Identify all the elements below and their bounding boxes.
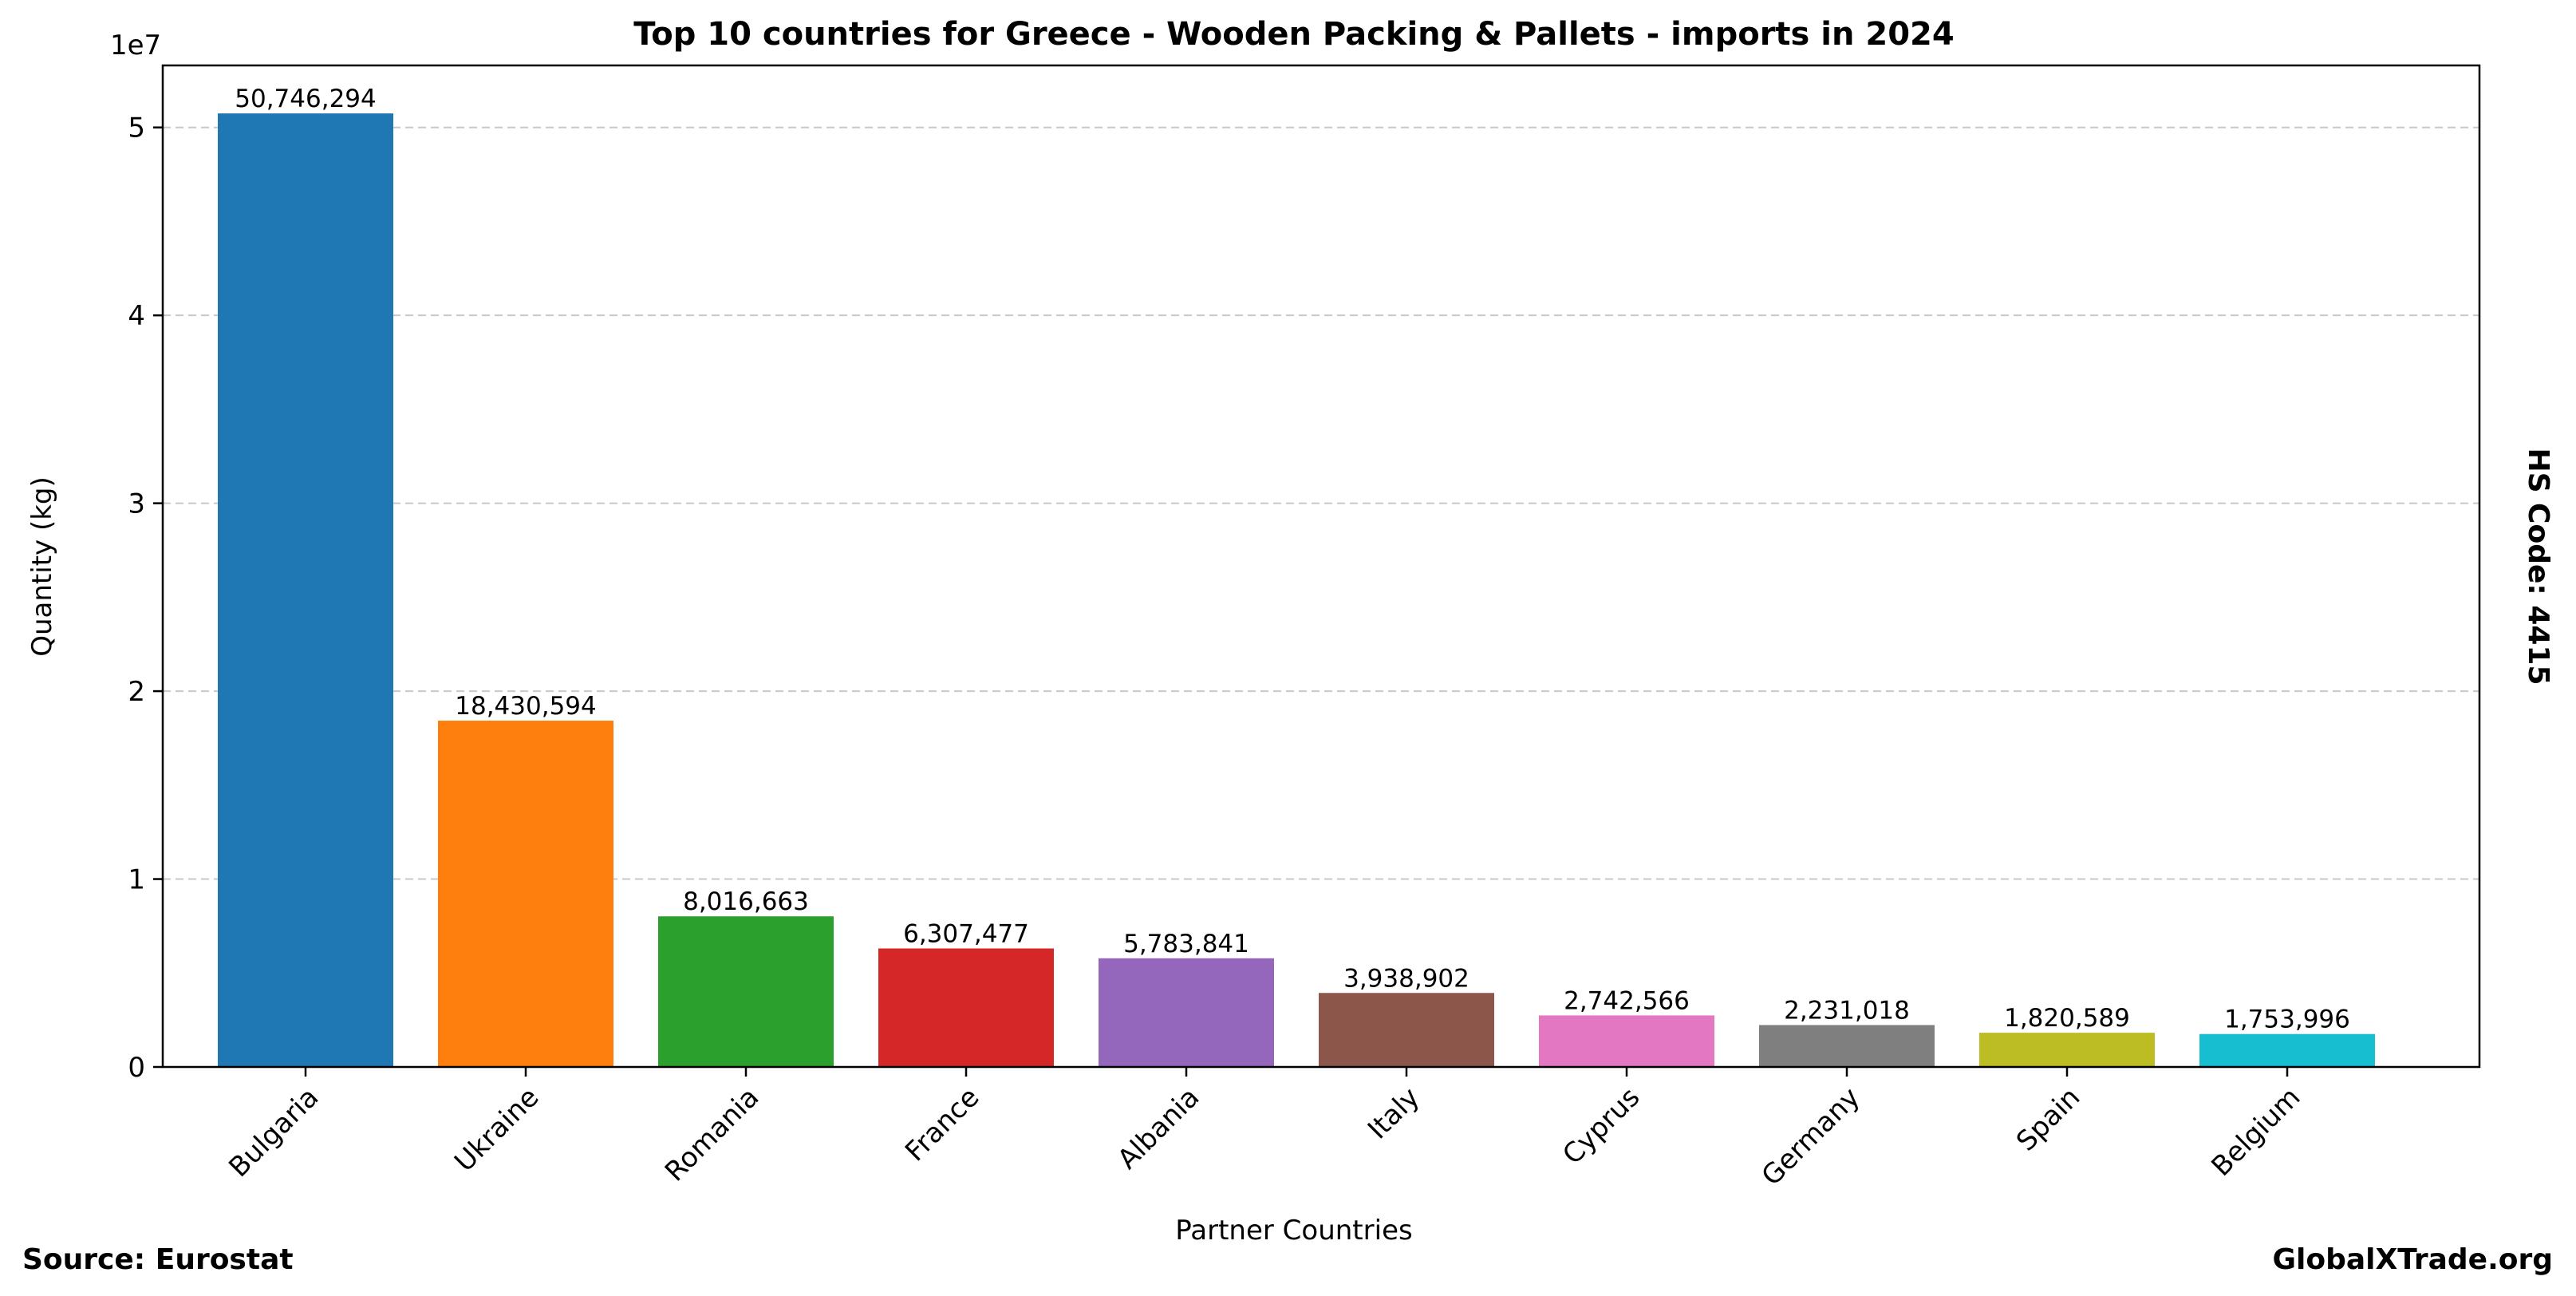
data-label: 50,746,294 [235, 85, 377, 113]
data-label: 1,820,589 [2004, 1004, 2130, 1033]
bars [218, 113, 2375, 1067]
bar [658, 916, 834, 1067]
x-axis-ticks: Bulgaria Ukraine Romania France Albania Italy… [223, 1067, 2306, 1192]
y-tick-label: 0 [128, 1052, 145, 1084]
data-label: 2,742,566 [1564, 986, 1690, 1015]
y-axis-label: Quantity (kg) [26, 476, 58, 657]
x-tick-label: Albania [1111, 1081, 1205, 1175]
y-offset-label: 1e7 [110, 30, 161, 61]
x-tick-label: France [899, 1081, 985, 1168]
bar [1319, 993, 1494, 1067]
y-tick-label: 3 [128, 488, 145, 520]
x-tick-label: Germany [1756, 1081, 1867, 1192]
source-note: Source: Eurostat [22, 1243, 294, 1276]
data-label: 8,016,663 [683, 887, 809, 916]
bar [1759, 1025, 1935, 1067]
y-tick-label: 2 [128, 676, 145, 708]
y-axis-ticks: 0 1 2 3 4 5 [128, 113, 163, 1084]
bar [1099, 958, 1274, 1067]
bar [1979, 1033, 2155, 1067]
data-label: 18,430,594 [455, 692, 597, 721]
bar [1539, 1015, 1714, 1067]
x-tick-label: Cyprus [1556, 1081, 1646, 1171]
data-label: 2,231,018 [1784, 996, 1910, 1025]
x-tick-label: Italy [1362, 1081, 1426, 1145]
data-label: 1,753,996 [2224, 1006, 2350, 1034]
bar [878, 948, 1054, 1067]
x-tick-label: Belgium [2206, 1081, 2307, 1183]
data-label: 5,783,841 [1123, 930, 1249, 958]
y-tick-label: 4 [128, 300, 145, 332]
x-tick-label: Bulgaria [223, 1081, 325, 1183]
bar [218, 113, 393, 1067]
bar [2199, 1034, 2375, 1067]
x-axis-label: Partner Countries [1175, 1215, 1412, 1247]
x-tick-label: Romania [659, 1081, 765, 1187]
bar [438, 721, 613, 1067]
y-tick-label: 1 [128, 864, 145, 896]
x-tick-label: Ukraine [448, 1081, 545, 1178]
brand-watermark: GlobalXTrade.org [2272, 1243, 2553, 1276]
hs-code-label: HS Code: 4415 [2522, 448, 2554, 685]
chart-title: Top 10 countries for Greece - Wooden Pac… [633, 16, 1954, 53]
data-label: 3,938,902 [1343, 964, 1469, 993]
y-tick-label: 5 [128, 113, 145, 144]
data-label: 6,307,477 [903, 919, 1029, 948]
x-tick-label: Spain [2010, 1081, 2086, 1157]
